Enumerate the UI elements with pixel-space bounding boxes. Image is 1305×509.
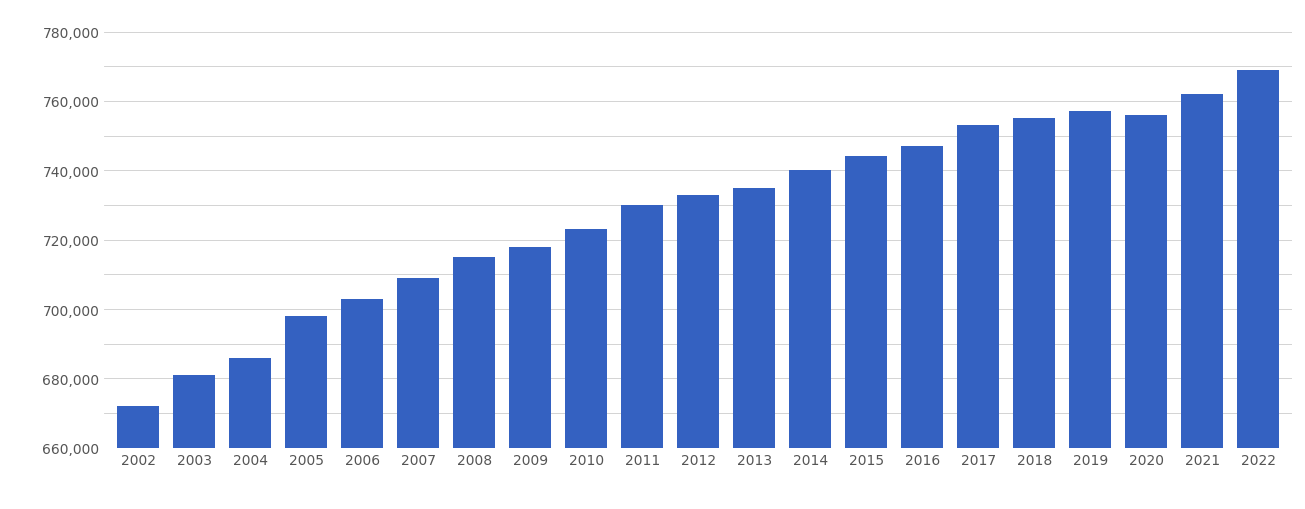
Bar bbox=[509, 247, 551, 448]
Bar bbox=[902, 147, 944, 448]
Bar bbox=[1013, 119, 1056, 448]
Bar bbox=[677, 195, 719, 448]
Bar bbox=[453, 258, 495, 448]
Bar bbox=[1237, 71, 1279, 448]
Bar bbox=[230, 358, 271, 448]
Bar bbox=[733, 188, 775, 448]
Bar bbox=[1125, 116, 1167, 448]
Bar bbox=[846, 157, 887, 448]
Bar bbox=[1069, 112, 1112, 448]
Bar bbox=[174, 375, 215, 448]
Bar bbox=[284, 317, 328, 448]
Bar bbox=[341, 299, 384, 448]
Bar bbox=[565, 230, 607, 448]
Bar bbox=[621, 206, 663, 448]
Bar bbox=[117, 406, 159, 448]
Bar bbox=[790, 171, 831, 448]
Bar bbox=[397, 278, 438, 448]
Bar bbox=[1181, 95, 1223, 448]
Bar bbox=[958, 126, 1000, 448]
